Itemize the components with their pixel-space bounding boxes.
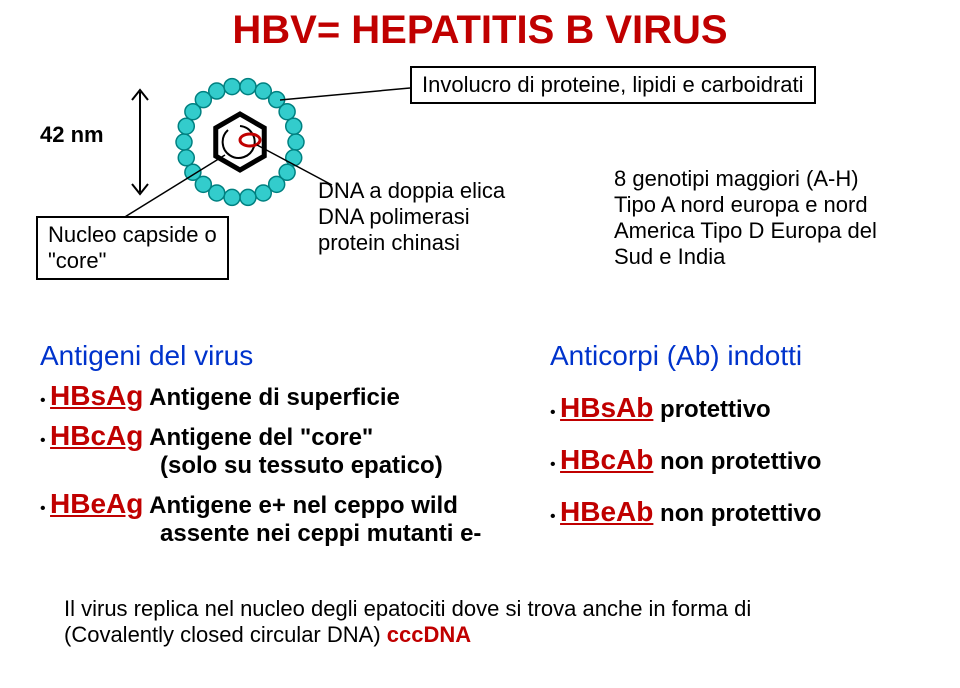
antibody-item: HBcAb non protettivo <box>550 444 910 476</box>
enzymes-line1: DNA a doppia elica <box>318 178 505 204</box>
slide-title: HBV= HEPATITIS B VIRUS <box>0 0 960 53</box>
antibody-abbr: HBcAb <box>560 444 653 475</box>
core-callout-line1: Nucleo capside o <box>48 222 217 248</box>
footer-line2a: (Covalently closed circular DNA) <box>64 622 387 647</box>
antibodies-list: HBsAb protettivoHBcAb non protettivoHBeA… <box>550 392 910 528</box>
enzymes-block: DNA a doppia elica DNA polimerasi protei… <box>318 178 505 256</box>
antigen-subtext: (solo su tessuto epatico) <box>160 452 520 480</box>
antigen-desc: Antigene di superficie <box>143 384 400 411</box>
footer-text: Il virus replica nel nucleo degli epatoc… <box>64 596 884 648</box>
lead-envelope <box>280 60 420 120</box>
antibody-desc: non protettivo <box>653 448 821 475</box>
genotypes-line4: Sud e India <box>614 244 877 270</box>
antigen-item: HBcAg Antigene del "core"(solo su tessut… <box>40 420 520 480</box>
genotypes-line1: 8 genotipi maggiori (A-H) <box>614 166 877 192</box>
enzymes-line3: protein chinasi <box>318 230 505 256</box>
enzymes-line2: DNA polimerasi <box>318 204 505 230</box>
footer-line1: Il virus replica nel nucleo degli epatoc… <box>64 596 751 621</box>
antibody-desc: protettivo <box>653 396 770 423</box>
core-callout-line2: "core" <box>48 248 217 274</box>
envelope-callout-text: Involucro di proteine, lipidi e carboidr… <box>422 72 804 97</box>
dimension-label: 42 nm <box>40 122 104 148</box>
antigen-abbr: HBsAg <box>50 380 143 411</box>
antibodies-column: Anticorpi (Ab) indotti HBsAb protettivoH… <box>550 340 910 548</box>
columns: Antigeni del virus HBsAg Antigene di sup… <box>40 340 920 548</box>
cccdna-label: cccDNA <box>387 622 471 647</box>
envelope-callout: Involucro di proteine, lipidi e carboidr… <box>410 66 816 104</box>
core-callout: Nucleo capside o "core" <box>36 216 229 280</box>
antibody-item: HBsAb protettivo <box>550 392 910 424</box>
antigens-list: HBsAg Antigene di superficieHBcAg Antige… <box>40 380 520 548</box>
antibody-abbr: HBeAb <box>560 496 653 527</box>
antigen-abbr: HBeAg <box>50 488 143 519</box>
antigen-subtext: assente nei ceppi mutanti e- <box>160 520 520 548</box>
antigen-desc: Antigene e+ nel ceppo wild <box>143 492 458 519</box>
antibody-desc: non protettivo <box>653 500 821 527</box>
antigen-item: HBsAg Antigene di superficie <box>40 380 520 412</box>
genotypes-line3: America Tipo D Europa del <box>614 218 877 244</box>
antibody-abbr: HBsAb <box>560 392 653 423</box>
antigen-item: HBeAg Antigene e+ nel ceppo wildassente … <box>40 488 520 548</box>
antibodies-heading: Anticorpi (Ab) indotti <box>550 340 910 372</box>
antigens-heading: Antigeni del virus <box>40 340 520 372</box>
genotypes-line2: Tipo A nord europa e nord <box>614 192 877 218</box>
genotypes-block: 8 genotipi maggiori (A-H) Tipo A nord eu… <box>614 166 877 270</box>
antigens-column: Antigeni del virus HBsAg Antigene di sup… <box>40 340 520 548</box>
antibody-item: HBeAb non protettivo <box>550 496 910 528</box>
antigen-desc: Antigene del "core" <box>143 424 373 451</box>
antigen-abbr: HBcAg <box>50 420 143 451</box>
